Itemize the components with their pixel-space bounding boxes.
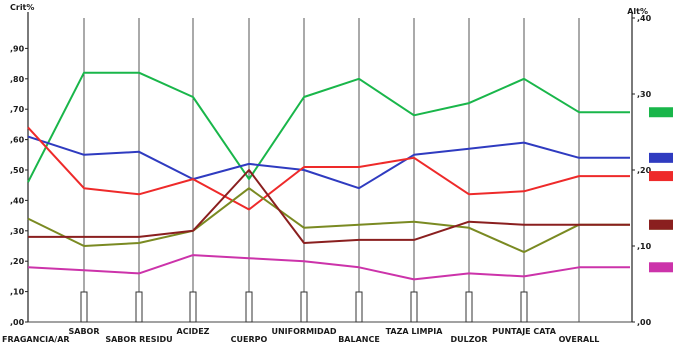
category-label: UNIFORMIDAD	[271, 327, 336, 336]
right-tick-label: ,20	[637, 166, 652, 175]
category-marker	[245, 291, 253, 323]
legend-swatch	[649, 107, 673, 118]
category-marker	[135, 291, 143, 323]
category-label: FRAGANCIA/AR	[2, 335, 70, 344]
series-line	[27, 135, 630, 190]
category-marker	[520, 291, 528, 323]
right-axis-label: Alt%	[627, 7, 648, 16]
category-label: DULZOR	[451, 335, 488, 344]
left-tick-label: ,50	[10, 166, 25, 175]
left-tick-labels: ,00 ,10 ,20 ,30 ,40 ,50 ,60 ,70 ,80 ,90	[10, 44, 28, 327]
left-tick-label: ,30	[10, 227, 25, 236]
category-label: OVERALL	[559, 335, 600, 344]
category-marker	[465, 291, 473, 323]
category-label: SABOR RESIDU	[105, 335, 172, 344]
category-label: SABOR	[68, 327, 99, 336]
left-tick-label: ,90	[10, 44, 25, 53]
series-line	[27, 71, 630, 183]
category-marker	[300, 291, 308, 323]
series-line	[27, 187, 630, 254]
category-marker	[355, 291, 363, 323]
left-tick-label: ,40	[10, 196, 25, 205]
left-tick-label: ,60	[10, 136, 25, 145]
category-label: TAZA LIMPIA	[386, 327, 444, 336]
legend	[649, 107, 673, 273]
left-axis-label: Crit%	[10, 3, 34, 12]
category-marker	[80, 291, 88, 323]
category-markers	[80, 291, 528, 323]
left-tick-label: ,70	[10, 105, 25, 114]
legend-swatch	[649, 219, 673, 230]
left-tick-label: ,10	[10, 288, 25, 297]
right-tick-label: ,10	[637, 242, 652, 251]
category-label: CUERPO	[231, 335, 268, 344]
left-tick-label: ,80	[10, 75, 25, 84]
left-tick-label: ,00	[10, 318, 25, 327]
left-tick-label: ,20	[10, 257, 25, 266]
series-lines	[27, 71, 630, 281]
axes	[27, 12, 633, 322]
legend-swatch	[649, 262, 673, 273]
series-line	[27, 254, 630, 281]
category-label: BALANCE	[338, 335, 380, 344]
category-marker	[410, 291, 418, 323]
category-label: PUNTAJE CATA	[492, 327, 557, 336]
legend-swatch	[649, 152, 673, 163]
category-marker	[189, 291, 197, 323]
right-tick-label: ,40	[637, 14, 652, 23]
right-tick-label: ,00	[637, 318, 652, 327]
right-tick-label: ,30	[637, 90, 652, 99]
legend-swatch	[649, 171, 673, 182]
series-line	[27, 126, 630, 211]
series-line	[28, 169, 630, 244]
right-tick-labels: ,00 ,10 ,20 ,30 ,40	[632, 14, 652, 327]
category-label: ACIDEZ	[177, 327, 210, 336]
